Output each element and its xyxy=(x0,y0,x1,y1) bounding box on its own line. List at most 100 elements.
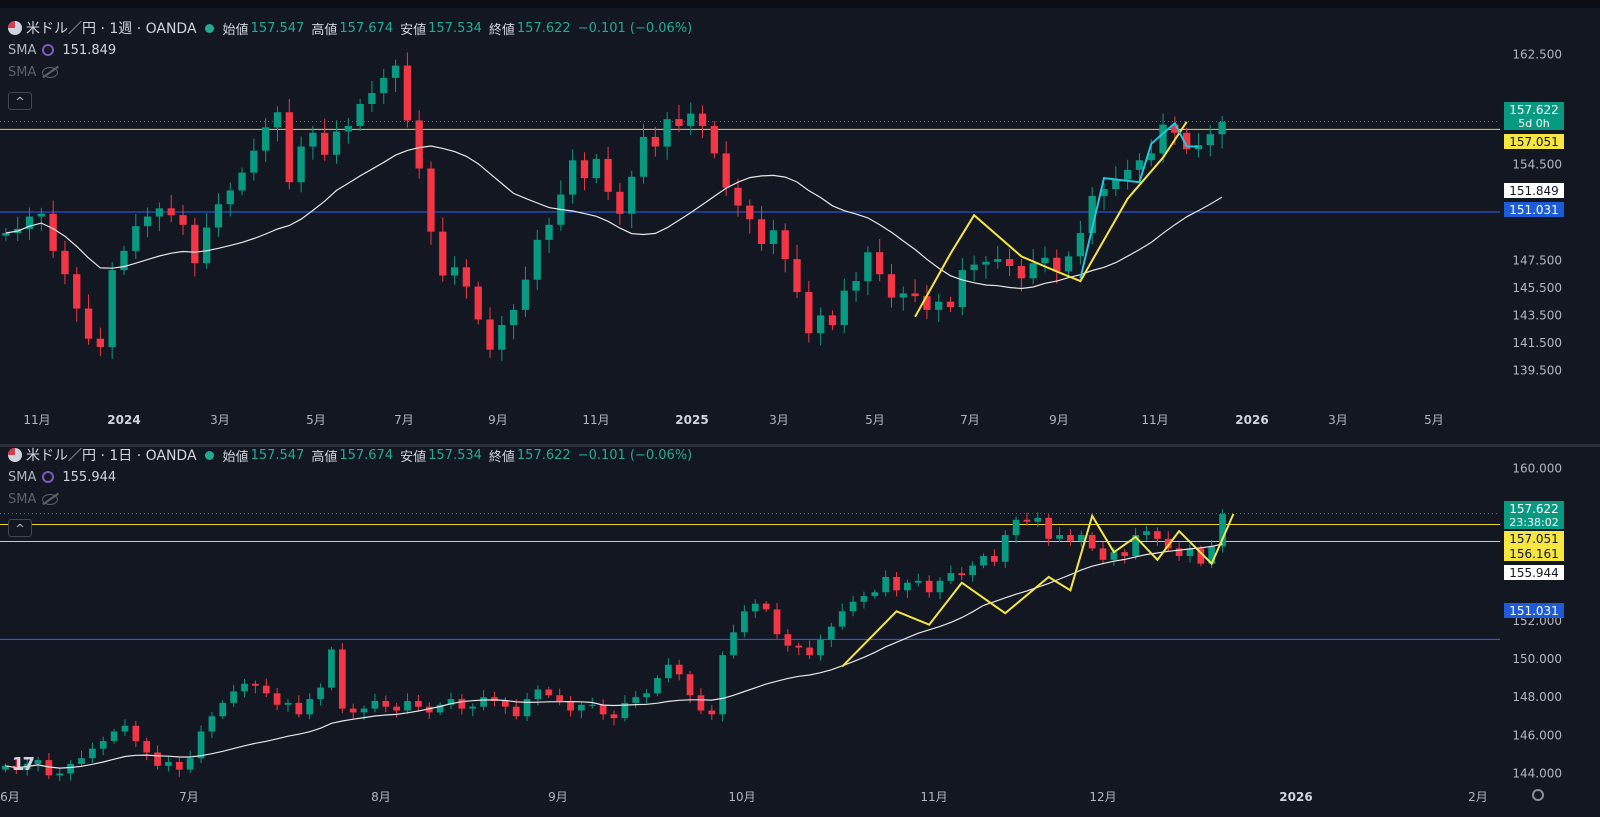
candle-body xyxy=(816,315,825,334)
candle-body xyxy=(360,708,368,713)
candle-body xyxy=(1183,132,1191,150)
price-label-text: 157.051 xyxy=(1509,135,1559,149)
collapse-legend-button[interactable]: ^ xyxy=(8,92,32,110)
candle-body xyxy=(1218,121,1226,135)
candle-body xyxy=(708,710,716,715)
candle-body xyxy=(663,119,671,147)
candle-body xyxy=(864,252,872,282)
candle-body xyxy=(936,580,944,593)
time-axis-tick: 2026 xyxy=(1279,790,1312,804)
candle-body xyxy=(1034,517,1042,522)
time-axis-tick: 2026 xyxy=(1235,413,1268,427)
daily-sma2-row[interactable]: SMA xyxy=(8,488,699,510)
hidden-eye-icon[interactable] xyxy=(42,493,59,505)
daily-sma1-row[interactable]: SMA 155.944 xyxy=(8,466,699,488)
candle-body xyxy=(1077,535,1085,541)
hidden-eye-icon[interactable] xyxy=(42,66,59,78)
us-jp-flag-icon xyxy=(8,21,22,35)
daily-symbol-title[interactable]: 米ドル／円 · 1日 · OANDA xyxy=(26,448,197,464)
candle-body xyxy=(252,683,259,686)
candle-body xyxy=(480,697,487,707)
candle-body xyxy=(338,649,346,709)
pane-divider[interactable] xyxy=(0,444,1600,447)
time-axis-tick: 7月 xyxy=(960,413,980,427)
price-axis-tick: 146.000 xyxy=(1512,728,1562,742)
trend-drawing-yellow xyxy=(841,513,1235,668)
weekly-symbol-title[interactable]: 米ドル／円 · 1週 · OANDA xyxy=(26,21,197,37)
gear-icon[interactable] xyxy=(1532,789,1544,801)
price-label-box xyxy=(1504,134,1564,149)
candle-body xyxy=(698,113,707,126)
candle-body xyxy=(415,700,422,707)
candle-body xyxy=(197,731,205,759)
weekly-sma2-row[interactable]: SMA xyxy=(8,61,699,83)
candle-body xyxy=(781,230,789,260)
candle-body xyxy=(391,65,400,78)
candle-body xyxy=(1076,233,1085,257)
ohlc-open-value: 157.547 xyxy=(250,447,305,463)
candle-body xyxy=(447,699,455,705)
candle-body xyxy=(2,765,9,770)
candle-body xyxy=(746,205,754,220)
candle-body xyxy=(344,125,352,132)
candle-body xyxy=(37,213,45,217)
price-axis-tick: 144.000 xyxy=(1512,766,1562,780)
time-axis-tick: 9月 xyxy=(488,413,508,427)
us-jp-flag-icon xyxy=(8,448,22,462)
candle-body xyxy=(556,695,564,701)
candle-body xyxy=(741,611,748,633)
candle-body xyxy=(393,706,401,711)
candle-body xyxy=(1067,535,1074,541)
candle-body xyxy=(523,699,531,717)
weekly-chart-pane[interactable]: 162.500158.500154.500147.500145.500143.5… xyxy=(0,8,1600,444)
sma-loading-icon xyxy=(42,44,55,56)
candle-body xyxy=(592,158,600,179)
price-label-text: 151.031 xyxy=(1509,203,1559,217)
candle-body xyxy=(349,708,357,713)
candle-body xyxy=(486,319,494,350)
candle-body xyxy=(89,748,96,759)
candle-body xyxy=(332,131,341,155)
candle-body xyxy=(599,704,607,715)
candle-body xyxy=(849,601,857,612)
time-axis-tick: 2025 xyxy=(675,413,708,427)
weekly-chart-canvas[interactable]: 162.500158.500154.500147.500145.500143.5… xyxy=(0,8,1600,444)
daily-chart-pane[interactable]: 160.000158.000152.000150.000148.000146.0… xyxy=(0,447,1600,817)
price-axis-tick: 143.500 xyxy=(1512,308,1562,322)
price-label-text: 157.622 xyxy=(1509,103,1559,117)
price-label-box xyxy=(1504,565,1564,580)
candle-body xyxy=(191,224,199,264)
price-label-box xyxy=(1504,501,1564,529)
sma1-label: SMA xyxy=(8,42,37,58)
candle-body xyxy=(491,697,498,701)
trend-drawing-cyan xyxy=(1079,121,1199,279)
time-axis-tick: 3月 xyxy=(1328,413,1348,427)
candle-body xyxy=(108,270,116,347)
candle-body xyxy=(664,664,672,679)
candle-body xyxy=(143,216,152,227)
candle-body xyxy=(545,224,553,240)
candle-body xyxy=(427,168,435,232)
tradingview-logo[interactable]: 17 xyxy=(12,754,35,775)
collapse-legend-button[interactable]: ^ xyxy=(8,519,32,537)
market-open-dot-icon xyxy=(204,23,214,33)
candle-body xyxy=(827,626,835,640)
candle-body xyxy=(155,208,164,217)
candle-body xyxy=(773,609,781,635)
candle-body xyxy=(882,576,890,593)
weekly-sma1-row[interactable]: SMA 151.849 xyxy=(8,39,699,61)
candle-body xyxy=(1017,265,1026,279)
candle-body xyxy=(1208,546,1216,564)
candle-body xyxy=(1123,169,1132,180)
candle-body xyxy=(297,146,305,183)
candle-body xyxy=(784,634,792,646)
daily-chart-canvas[interactable]: 160.000158.000152.000150.000148.000146.0… xyxy=(0,447,1600,817)
price-label-text: 151.849 xyxy=(1509,184,1559,198)
candle-body xyxy=(534,689,542,700)
ohlc-open-label: 始値 xyxy=(222,22,249,38)
candle-body xyxy=(871,592,879,597)
candle-body xyxy=(935,301,943,310)
candle-body xyxy=(654,678,661,694)
price-axis-tick: 154.500 xyxy=(1512,157,1562,171)
candle-body xyxy=(186,758,194,770)
